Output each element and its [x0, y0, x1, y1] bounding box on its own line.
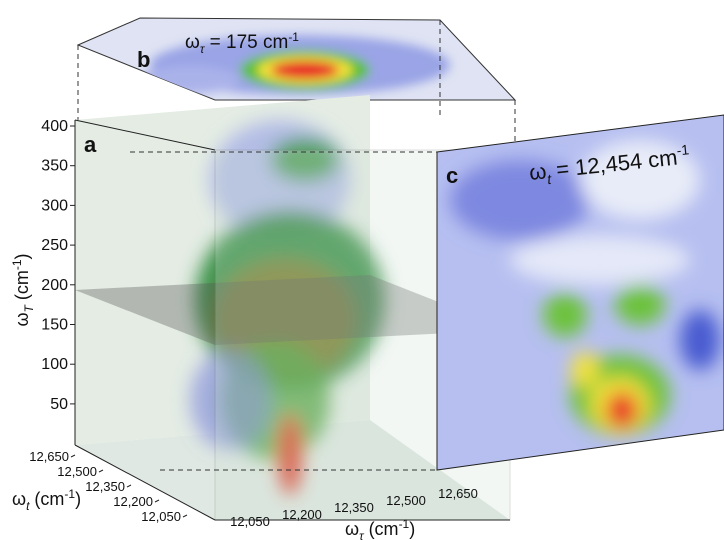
panel-c: c ωt = 12,454 cm-1 [437, 115, 724, 470]
axis-unit: (cm [364, 519, 399, 539]
tick [71, 455, 75, 457]
axis-unit: (cm [29, 489, 64, 509]
x-tick-label: 12,050 [230, 514, 270, 529]
axis-symbol: ω [12, 489, 26, 509]
tick [127, 485, 131, 487]
axis-unit: (cm [12, 270, 32, 305]
axis-symbol: ω [345, 519, 359, 539]
axis-sup: -1 [10, 259, 24, 270]
depth-tick-label: 12,650 [29, 449, 69, 464]
depth-tick-label: 12,050 [141, 509, 181, 524]
x-tick-label: 12,200 [282, 507, 322, 522]
axis-title: ωτ (cm-1) [345, 517, 415, 540]
panel-label: c [446, 163, 458, 188]
panel-b: b ωτ = 175 cm-1 [78, 18, 515, 100]
axis-title: ωt (cm-1) [12, 487, 81, 513]
axis-symbol: ω [12, 312, 32, 326]
axis-unit: ) [409, 519, 415, 539]
tick [183, 515, 187, 517]
caption-symbol: ω [528, 158, 548, 185]
y-tick-label: 250 [41, 237, 68, 254]
axis-sup: -1 [399, 517, 410, 531]
caption-text: = 175 cm [204, 32, 288, 53]
x-tick-label: 12,500 [386, 493, 426, 508]
depth-tick-label: 12,350 [85, 479, 125, 494]
figure: b ωτ = 175 cm-1 a [0, 0, 724, 540]
x-tick-label: 12,350 [334, 500, 374, 515]
x-tick-label: 12,650 [438, 486, 478, 501]
tick [155, 500, 159, 502]
y-tick-label: 150 [41, 317, 68, 334]
y-tick-label: 50 [50, 396, 68, 413]
y-tick-label: 350 [41, 158, 68, 175]
panel-label: b [137, 47, 150, 72]
axis-unit: ) [12, 253, 32, 259]
axis-sup: -1 [64, 487, 75, 501]
y-tick-label: 300 [41, 197, 68, 214]
axis-unit: ) [75, 489, 81, 509]
axis-title: ωT (cm-1) [10, 253, 36, 326]
y-tick-label: 100 [41, 356, 68, 373]
y-tick-label: 200 [41, 277, 68, 294]
caption-sup: -1 [288, 30, 299, 44]
depth-tick-label: 12,200 [113, 494, 153, 509]
caption-symbol: ω [185, 32, 200, 53]
tick [99, 470, 103, 472]
depth-tick-label: 12,500 [57, 464, 97, 479]
y-tick-label: 400 [41, 118, 68, 135]
caption-sup: -1 [676, 141, 690, 158]
panel-label: a [84, 132, 97, 157]
